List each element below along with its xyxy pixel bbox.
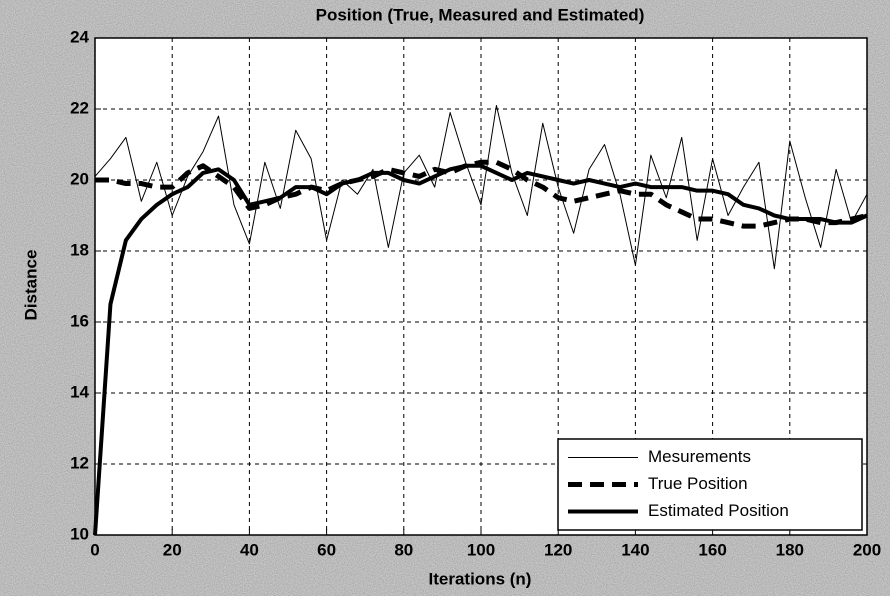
- y-axis-label: Distance: [21, 250, 40, 321]
- x-axis-label: Iterations (n): [429, 569, 532, 588]
- x-tick-label: 80: [394, 540, 413, 559]
- y-tick-label: 10: [70, 524, 89, 543]
- x-tick-label: 100: [467, 540, 495, 559]
- y-tick-label: 18: [70, 240, 89, 259]
- x-tick-label: 120: [544, 540, 572, 559]
- x-tick-label: 140: [621, 540, 649, 559]
- y-tick-label: 20: [70, 169, 89, 188]
- legend-box: [557, 438, 863, 531]
- y-tick-label: 12: [70, 453, 89, 472]
- legend-label: Mesurements: [648, 447, 751, 466]
- series-line: [94, 104, 868, 270]
- series-line: [95, 159, 868, 229]
- y-tick-label: 14: [70, 382, 89, 401]
- y-tick-label: 22: [70, 98, 89, 117]
- legend-label: True Position: [648, 474, 748, 493]
- x-tick-label: 20: [163, 540, 182, 559]
- x-tick-label: 160: [698, 540, 726, 559]
- y-tick-label: 16: [70, 311, 89, 330]
- series-line: [93, 163, 868, 536]
- legend-label: Estimated Position: [648, 501, 789, 520]
- chart-title: Position (True, Measured and Estimated): [316, 5, 645, 24]
- legend: Mesurements True Position Estimated Positi…: [557, 438, 863, 531]
- x-tick-label: 200: [853, 540, 881, 559]
- x-tick-label: 180: [776, 540, 804, 559]
- x-tick-label: 60: [317, 540, 336, 559]
- y-tick-label: 24: [70, 27, 89, 46]
- lines: [93, 104, 868, 536]
- x-tick-label: 0: [90, 540, 99, 559]
- x-tick-label: 40: [240, 540, 259, 559]
